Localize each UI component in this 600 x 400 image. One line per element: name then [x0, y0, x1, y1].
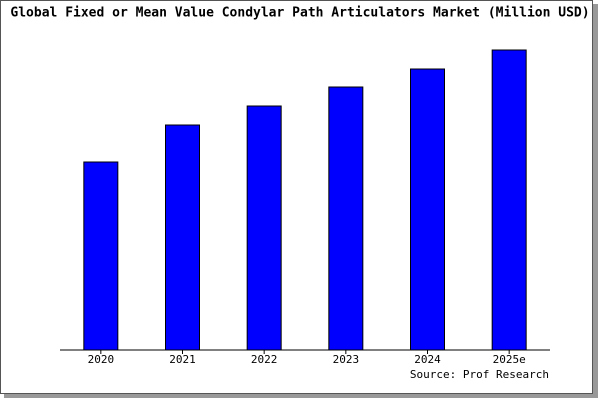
x-tick-label: 2020 [88, 353, 115, 366]
x-tick-label: 2025e [493, 353, 526, 366]
bar [328, 86, 364, 351]
x-tick-label: 2024 [414, 353, 441, 366]
x-tick-label: 2022 [251, 353, 278, 366]
bar [165, 124, 200, 351]
x-tick-label: 2021 [169, 353, 196, 366]
bar [246, 105, 282, 351]
bar [491, 49, 527, 351]
x-tick-label: 2023 [333, 353, 360, 366]
chart-title: Global Fixed or Mean Value Condylar Path… [10, 6, 589, 21]
bar [83, 161, 119, 351]
bar [410, 68, 445, 351]
source-note: Source: Prof Research [410, 368, 549, 381]
plot-area [60, 50, 550, 350]
